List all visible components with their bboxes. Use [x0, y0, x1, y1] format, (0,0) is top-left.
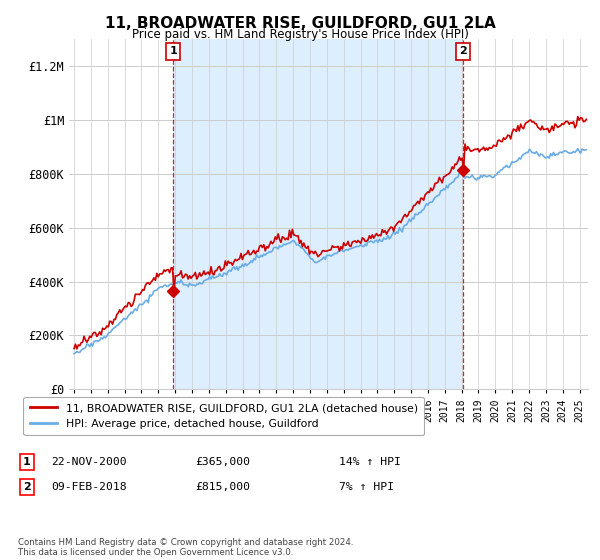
Text: £815,000: £815,000 [195, 482, 250, 492]
Text: Contains HM Land Registry data © Crown copyright and database right 2024.
This d: Contains HM Land Registry data © Crown c… [18, 538, 353, 557]
Text: £365,000: £365,000 [195, 457, 250, 467]
Text: 09-FEB-2018: 09-FEB-2018 [51, 482, 127, 492]
Text: Price paid vs. HM Land Registry's House Price Index (HPI): Price paid vs. HM Land Registry's House … [131, 28, 469, 41]
Legend: 11, BROADWATER RISE, GUILDFORD, GU1 2LA (detached house), HPI: Average price, de: 11, BROADWATER RISE, GUILDFORD, GU1 2LA … [23, 396, 424, 435]
Text: 1: 1 [23, 457, 31, 467]
Text: 2: 2 [23, 482, 31, 492]
Text: 22-NOV-2000: 22-NOV-2000 [51, 457, 127, 467]
Text: 1: 1 [170, 46, 178, 57]
Text: 2: 2 [460, 46, 467, 57]
Text: 7% ↑ HPI: 7% ↑ HPI [339, 482, 394, 492]
Bar [173, 39, 463, 389]
Text: 14% ↑ HPI: 14% ↑ HPI [339, 457, 401, 467]
Text: 11, BROADWATER RISE, GUILDFORD, GU1 2LA: 11, BROADWATER RISE, GUILDFORD, GU1 2LA [104, 16, 496, 31]
